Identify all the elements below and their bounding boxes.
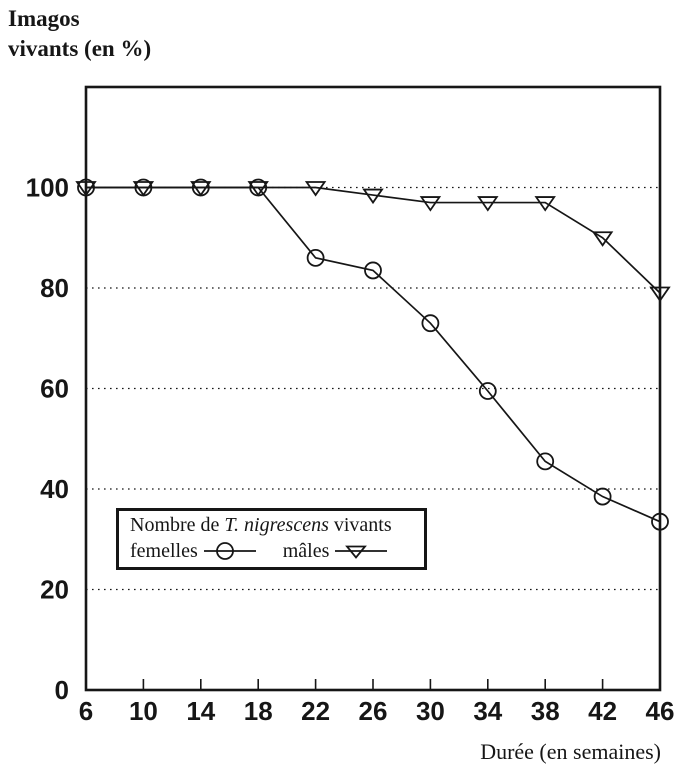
- marker-femelles-week-46: [651, 512, 669, 531]
- legend-label-femelles: femelles: [130, 540, 198, 562]
- x-tick-label-18: 18: [244, 696, 273, 726]
- marker-femelles-week-22: [306, 248, 325, 267]
- y-axis-title-line1: Imagos: [8, 6, 80, 31]
- series-line-males: [86, 186, 661, 294]
- marker-males-week-22: [304, 181, 327, 197]
- marker-femelles-week-34: [478, 382, 497, 400]
- x-tick-label-34: 34: [473, 696, 502, 726]
- marker-males-week-38: [534, 196, 556, 212]
- y-tick-label-40: 40: [40, 474, 69, 504]
- x-tick-label-22: 22: [301, 696, 330, 726]
- legend-title-prefix: Nombre de: [130, 514, 225, 536]
- marker-femelles-week-42: [593, 487, 612, 506]
- legend-title: Nombre de T. nigrescens vivants: [130, 513, 424, 538]
- marker-males-week-46: [649, 286, 671, 303]
- legend-title-suffix: vivants: [328, 514, 392, 536]
- x-tick-label-42: 42: [588, 696, 617, 726]
- x-tick-label-6: 6: [79, 696, 93, 726]
- x-tick-label-46: 46: [646, 696, 675, 726]
- x-tick-label-14: 14: [186, 696, 215, 726]
- y-axis-title: Imagos vivants (en %): [8, 4, 151, 64]
- marker-males-week-10: [132, 181, 155, 197]
- marker-males-week-18: [247, 181, 269, 197]
- legend-entries: femelles mâles: [130, 538, 424, 564]
- marker-males-week-34: [477, 196, 499, 212]
- plot-border: [84, 85, 662, 692]
- series-line-femelles: [86, 186, 661, 523]
- legend-triangle-marker-icon: [335, 545, 388, 559]
- marker-males-week-14: [190, 181, 212, 197]
- y-axis-title-line2: vivants (en %): [8, 36, 152, 61]
- y-tick-label-100: 100: [26, 173, 69, 203]
- x-tick-label-30: 30: [416, 696, 445, 726]
- y-tick-label-60: 60: [40, 374, 69, 404]
- marker-males-week-30: [419, 196, 442, 212]
- marker-femelles-week-38: [536, 452, 555, 471]
- x-axis-title: Durée (en semaines): [480, 739, 661, 764]
- y-tick-label-20: 20: [40, 575, 69, 605]
- x-tick-label-10: 10: [129, 696, 158, 726]
- legend-circle-marker-icon: [203, 542, 256, 560]
- y-tick-label-80: 80: [40, 273, 69, 303]
- marker-males-week-6: [75, 181, 97, 197]
- x-tick-label-38: 38: [531, 696, 560, 726]
- legend-box: Nombre de T. nigrescens vivants femelles…: [116, 508, 427, 570]
- marker-males-week-26: [362, 188, 384, 205]
- marker-males-week-42: [591, 231, 614, 247]
- marker-femelles-week-26: [364, 261, 382, 280]
- legend-label-males: mâles: [282, 540, 330, 562]
- y-tick-label-0: 0: [55, 675, 69, 705]
- x-tick-label-26: 26: [359, 696, 388, 726]
- legend-species-name: T. nigrescens: [224, 514, 329, 536]
- marker-femelles-week-30: [421, 314, 440, 333]
